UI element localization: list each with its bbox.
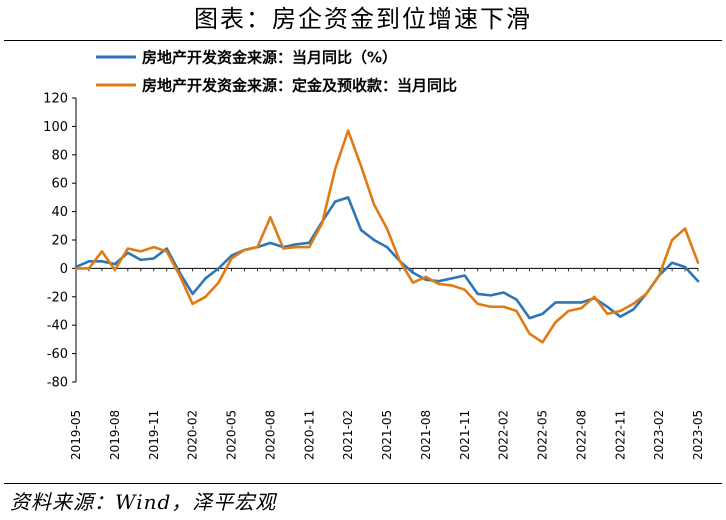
y-tick-label: -20 [47, 290, 68, 305]
y-tick-label: 0 [60, 262, 68, 277]
x-tick-label: 2019-11 [147, 410, 161, 460]
x-tick-label: 2021-08 [419, 410, 433, 460]
x-tick-label: 2022-08 [574, 410, 588, 460]
series-line-deposits-prepayments [74, 129, 700, 344]
chart-title: 图表：房企资金到位增速下滑 [194, 5, 532, 33]
y-tick-label: -60 [47, 347, 68, 362]
x-tick-label: 2023-02 [652, 410, 666, 460]
y-tick-label: 100 [43, 120, 68, 135]
y-tick-label: -40 [47, 319, 68, 334]
x-tick-label: 2022-05 [536, 410, 550, 460]
x-tick-label: 2020-08 [263, 410, 277, 460]
footer-divider [4, 483, 722, 484]
y-tick-label: -80 [47, 376, 68, 391]
x-tick-label: 2022-11 [613, 410, 627, 460]
y-tick-label: 120 [43, 92, 68, 107]
x-tick-label: 2020-05 [225, 410, 239, 460]
y-tick-label: 20 [51, 234, 68, 249]
legend-label: 房地产开发资金来源：定金及预收款：当月同比 [142, 77, 457, 95]
x-tick-label: 2020-02 [186, 410, 200, 460]
y-tick-label: 60 [51, 177, 68, 192]
x-tick-label: 2020-11 [302, 410, 316, 460]
x-tick-label: 2023-05 [691, 410, 705, 460]
y-tick-label: 40 [51, 205, 68, 220]
x-tick-label: 2021-05 [380, 410, 394, 460]
y-tick-label: 80 [51, 148, 68, 163]
legend-label: 房地产开发资金来源：当月同比（%） [142, 49, 397, 67]
x-tick-label: 2019-08 [108, 410, 122, 460]
x-tick-label: 2019-05 [69, 410, 83, 460]
x-tick-label: 2022-02 [497, 410, 511, 460]
line-chart: -80 -60 -40 -20 0 20 40 60 80 100 120 2019-05 2019-0… [43, 49, 705, 461]
x-tick-label: 2021-02 [341, 410, 355, 460]
x-tick-label: 2021-11 [458, 410, 472, 460]
title-divider [4, 40, 722, 41]
source-note: 资料来源：Wind，泽平宏观 [10, 490, 277, 514]
